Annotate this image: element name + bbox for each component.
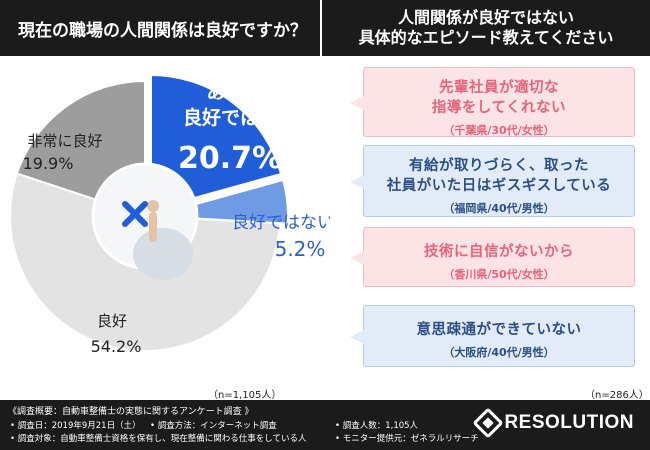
pie-slice-0 bbox=[150, 73, 283, 212]
episode-quote-line1: 先輩社員が適切な bbox=[439, 80, 559, 96]
slice-label-3: 非常に良好 bbox=[27, 132, 102, 150]
episode-quote-line2: 社員がいた日はギスギスしている bbox=[386, 178, 612, 194]
left-header-title: 現在の職場の人間関係は良好ですか？ bbox=[18, 20, 307, 41]
episode-respondent: （香川県/50代/女性） bbox=[443, 268, 555, 281]
right-header-line2: 具体的なエピソード教えてください bbox=[358, 28, 614, 47]
episode-sample-note: （n=286人） bbox=[585, 390, 649, 401]
slice-value-0: 20.7% bbox=[178, 141, 282, 176]
slice-value-1: 5.2% bbox=[275, 237, 326, 261]
resolution-logo: RESOLUTION bbox=[472, 407, 634, 439]
right-header-line1: 人間関係が良好ではない bbox=[397, 8, 574, 27]
episode-respondent: （大阪府/40代/男性） bbox=[443, 346, 555, 359]
episode-quote-line2: 指導をしてくれない bbox=[431, 100, 567, 116]
person-photo-icon bbox=[133, 200, 193, 280]
episode-respondent: （福岡県/40代/男性） bbox=[443, 202, 555, 215]
resolution-logo-text: RESOLUTION bbox=[504, 412, 634, 433]
survey-provider: • モニター提供元：ゼネラルリサーチ bbox=[335, 434, 479, 444]
speech-tail-icon bbox=[350, 251, 364, 265]
episode-card-2: 技術に自信がないから （香川県/50代/女性） bbox=[350, 227, 635, 287]
speech-tail-icon bbox=[350, 175, 364, 189]
pie-chart: あまり良好ではない 20.7% 良好ではない 5.2% 良好 54.2% 非常に良好 19.9… bbox=[0, 56, 330, 386]
episode-card-0: 先輩社員が適切な 指導をしてくれない （千葉県/30代/女性） bbox=[350, 67, 635, 137]
episode-quote-line1: 有給が取りづらく、取った bbox=[409, 158, 589, 174]
speech-tail-icon bbox=[350, 330, 364, 344]
left-header: 現在の職場の人間関係は良好ですか？ bbox=[0, 0, 320, 56]
episode-quote-line1: 技術に自信がないから bbox=[424, 244, 574, 260]
survey-count: • 調査人数：1,105人 bbox=[335, 421, 419, 431]
slice-label-0-line1: あまり bbox=[206, 81, 263, 103]
survey-method: • 調査方法：インターネット調査 bbox=[150, 421, 277, 431]
right-header: 人間関係が良好ではない 具体的なエピソード教えてください bbox=[322, 0, 650, 56]
slice-value-3: 19.9% bbox=[23, 154, 74, 173]
survey-title: 《調査概要：自動車整備士の実態に関するアンケート調査 》 bbox=[8, 407, 254, 417]
survey-date: • 調査日：2019年9月21日（土） bbox=[10, 421, 141, 431]
episode-card-1: 有給が取りづらく、取った社員がいた日はギスギスしている （福岡県/40代/男性） bbox=[350, 145, 635, 217]
resolution-logo-icon bbox=[472, 407, 504, 439]
slice-label-1: 良好ではない bbox=[232, 213, 330, 233]
slice-value-2: 54.2% bbox=[91, 337, 142, 356]
slice-label-0-line2: 良好ではない bbox=[183, 106, 297, 129]
survey-footer: 《調査概要：自動車整備士の実態に関するアンケート調査 》 • 調査日：2019年… bbox=[0, 400, 650, 450]
episode-card-3: 意思疎通ができていない （大阪府/40代/男性） bbox=[350, 305, 635, 367]
survey-target: • 調査対象：自動車整備士資格を保有し、現在整備に関わる仕事をしている人 bbox=[10, 434, 307, 444]
episode-quote-line1: 意思疎通ができていない bbox=[416, 322, 582, 338]
episode-respondent: （千葉県/30代/女性） bbox=[443, 124, 555, 137]
pie-sample-note: （n=1,105人） bbox=[208, 390, 282, 401]
cross-mark-icon bbox=[122, 201, 148, 227]
slice-label-2: 良好 bbox=[97, 312, 127, 330]
speech-tail-icon bbox=[350, 96, 364, 110]
